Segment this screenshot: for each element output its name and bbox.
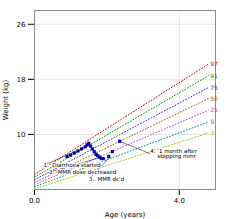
svg-text:18: 18 xyxy=(17,76,26,84)
svg-text:3. MMR dc'd: 3. MMR dc'd xyxy=(89,176,124,182)
svg-text:91: 91 xyxy=(210,72,218,79)
svg-text:9: 9 xyxy=(210,118,214,125)
svg-text:Weight (kg): Weight (kg) xyxy=(2,79,10,120)
svg-text:Age (years): Age (years) xyxy=(105,211,146,219)
svg-text:97: 97 xyxy=(210,60,218,67)
svg-text:50: 50 xyxy=(210,95,218,102)
svg-text:25: 25 xyxy=(210,106,218,113)
svg-text:4. 1 month after stopping: 4. 1 month after stopping mmr xyxy=(150,148,197,161)
svg-text:10: 10 xyxy=(17,131,26,139)
svg-text:26: 26 xyxy=(17,21,26,29)
svg-text:0.0: 0.0 xyxy=(29,197,40,205)
svg-text:2. MMR dose decreased: 2. MMR dose decreased xyxy=(49,169,116,175)
svg-text:4.0: 4.0 xyxy=(174,197,185,205)
svg-text:1. Diarrhoea started: 1. Diarrhoea started xyxy=(44,162,101,168)
svg-text:3: 3 xyxy=(210,129,214,136)
svg-text:75: 75 xyxy=(210,84,218,91)
